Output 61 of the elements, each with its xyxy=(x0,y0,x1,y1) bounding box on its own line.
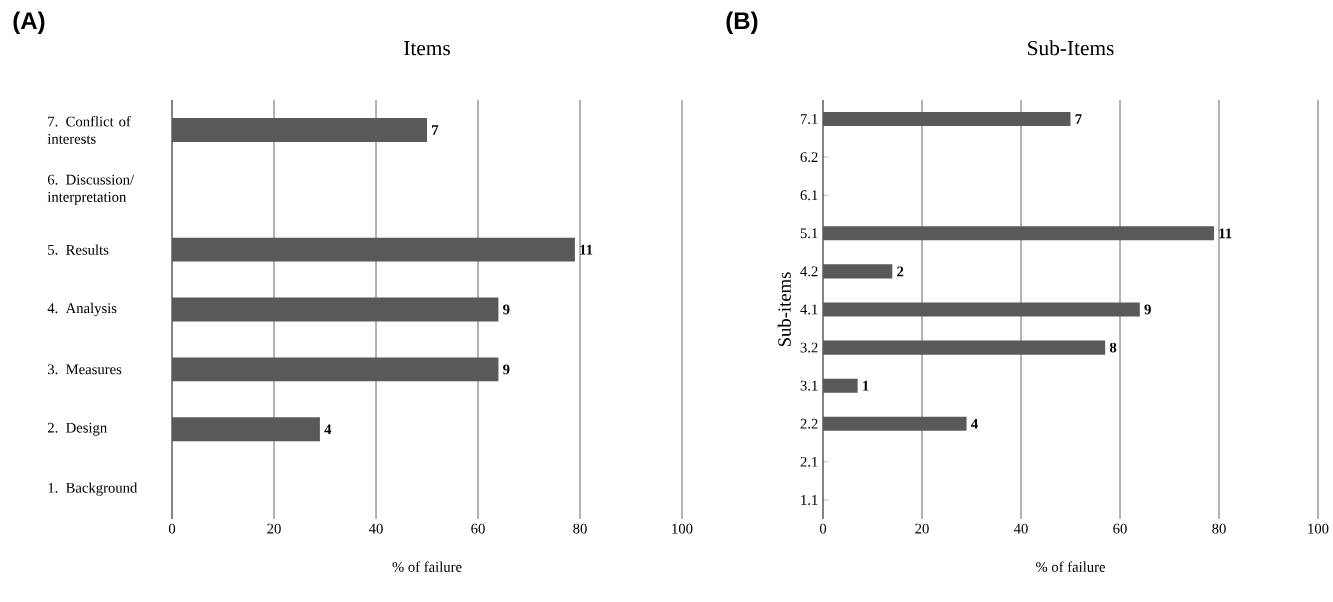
y-tick-label: 7. Conflict of interests xyxy=(47,116,131,144)
y-tick-label: 6.2 xyxy=(800,152,818,163)
annotation: 9 xyxy=(503,304,510,315)
y-tick-label: 2. Design xyxy=(47,422,107,436)
y-tick-label: 6. Discussion/ interpretation xyxy=(47,174,135,205)
x-tick-label: 80 xyxy=(573,523,587,534)
y-tick-label: 4.2 xyxy=(800,266,818,277)
x-tick-label: 0 xyxy=(168,523,176,534)
annotation: 11 xyxy=(1219,228,1232,239)
x-axis-title: % of failure xyxy=(392,561,462,572)
bar xyxy=(172,237,575,262)
x-tick-label: 60 xyxy=(1113,523,1127,534)
bar xyxy=(823,378,858,393)
x-axis-title: % of failure xyxy=(1035,561,1106,572)
annotation: 4 xyxy=(324,424,332,435)
x-tick-label: 100 xyxy=(672,523,693,534)
bar xyxy=(823,226,1215,241)
y-tick-label: 5.1 xyxy=(800,228,818,239)
y-tick-label: 6.1 xyxy=(800,190,818,201)
y-tick-label: 1.1 xyxy=(801,495,818,505)
y-tick-label: 2.1 xyxy=(800,456,818,467)
annotation: 8 xyxy=(1109,342,1117,353)
annotation: 9 xyxy=(503,364,510,375)
y-axis-title: Sub-items xyxy=(777,272,791,347)
annotation: 1 xyxy=(863,380,869,391)
chart-title: Sub-Items xyxy=(1028,40,1114,56)
y-tick-label: 3. Measures xyxy=(48,364,122,375)
bar xyxy=(172,297,499,322)
bar xyxy=(823,340,1106,355)
x-tick-label: 20 xyxy=(915,523,929,534)
x-tick-label: 20 xyxy=(267,523,281,534)
x-tick-label: 100 xyxy=(1308,523,1329,534)
x-tick-label: 80 xyxy=(1212,523,1226,534)
chart-title: Items xyxy=(404,41,450,56)
bar xyxy=(823,302,1140,317)
bar xyxy=(823,416,967,431)
annotation: 11 xyxy=(580,244,593,255)
y-tick-label: 4.1 xyxy=(800,304,818,315)
bar xyxy=(172,357,499,382)
annotation: 4 xyxy=(971,418,978,429)
y-tick-label: 2.2 xyxy=(800,418,818,429)
annotation: 7 xyxy=(432,125,439,135)
x-tick-label: 0 xyxy=(819,523,827,534)
annotation: 9 xyxy=(1144,304,1151,315)
bar xyxy=(823,111,1071,127)
y-tick-label: 4. Analysis xyxy=(47,302,117,317)
x-tick-label: 60 xyxy=(471,523,485,534)
y-tick-label: 3.2 xyxy=(800,342,818,353)
annotation: 2 xyxy=(897,266,904,277)
x-tick-label: 40 xyxy=(368,523,383,534)
y-tick-label: 3.1 xyxy=(800,380,818,391)
bar xyxy=(172,117,428,142)
text: (B) xyxy=(726,11,758,34)
y-tick-label: 1. Background xyxy=(48,482,138,496)
annotation: 7 xyxy=(1075,114,1082,124)
text: (A) xyxy=(13,11,45,34)
bar xyxy=(823,264,893,279)
x-tick-label: 40 xyxy=(1013,523,1028,534)
y-tick-label: 7.1 xyxy=(800,114,818,124)
y-tick-label: 5. Results xyxy=(48,244,109,255)
bar xyxy=(172,417,320,442)
